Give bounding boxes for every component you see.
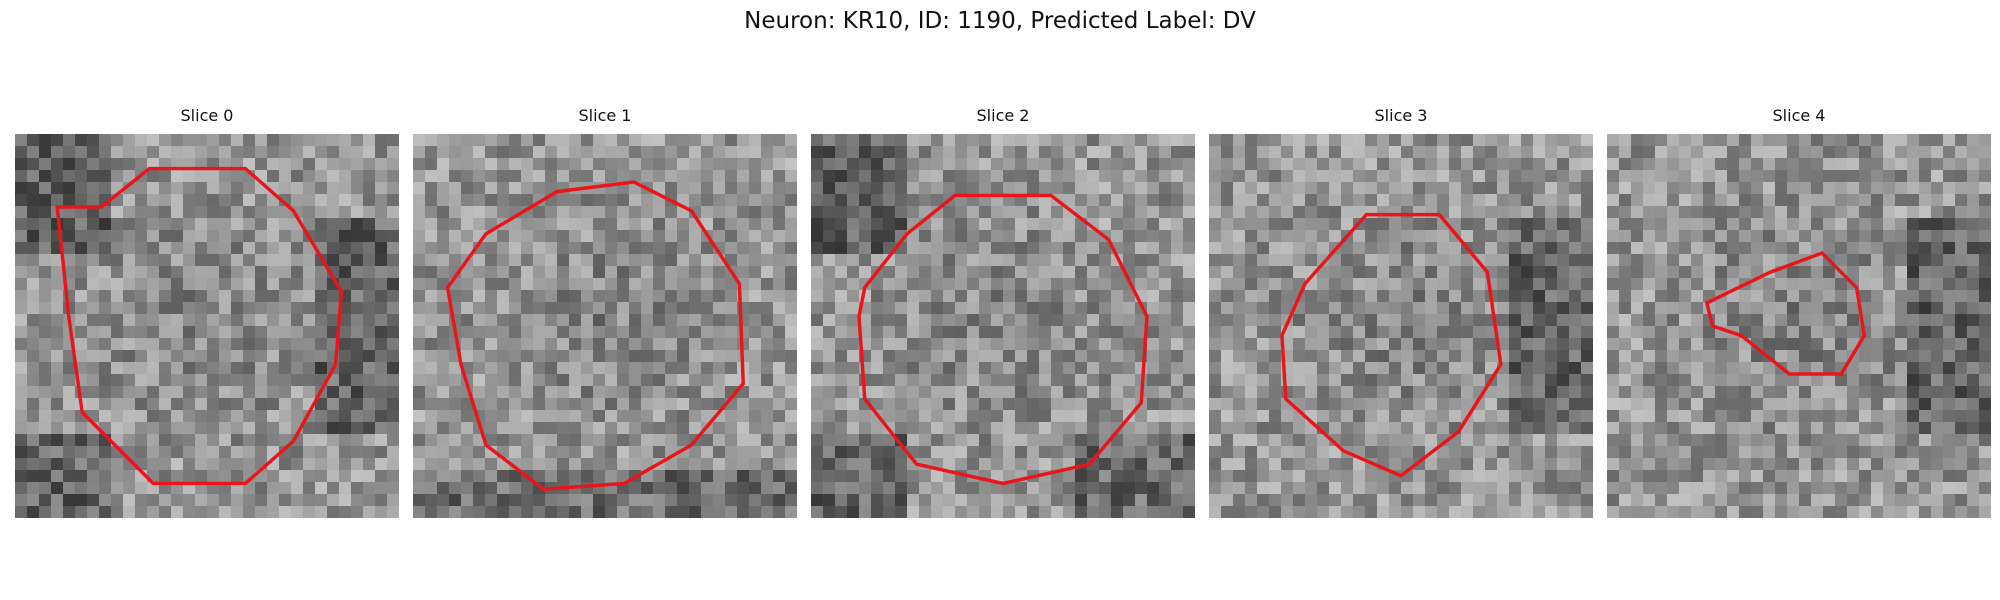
slice-2-title: Slice 2 xyxy=(976,106,1030,125)
slice-panel-0: Slice 0 xyxy=(15,106,399,519)
slice-4-title: Slice 4 xyxy=(1772,106,1826,125)
slice-2-image xyxy=(811,134,1195,518)
slice-panel-3: Slice 3 xyxy=(1209,106,1593,519)
segmentation-contour xyxy=(55,166,344,486)
slice-4-image xyxy=(1607,134,1991,518)
figure-title: Neuron: KR10, ID: 1190, Predicted Label:… xyxy=(744,8,1256,34)
slice-3-title: Slice 3 xyxy=(1374,106,1428,125)
noise-texture xyxy=(15,134,399,518)
noise-texture xyxy=(811,134,1195,518)
noise-texture xyxy=(1209,134,1593,518)
segmentation-contour xyxy=(857,193,1149,486)
slice-1-title: Slice 1 xyxy=(578,106,632,125)
slice-0-title: Slice 0 xyxy=(180,106,234,125)
slice-panel-2: Slice 2 xyxy=(811,106,1195,519)
segmentation-contour xyxy=(445,180,745,491)
slice-1-image xyxy=(413,134,797,518)
slice-panel-1: Slice 1 xyxy=(413,106,797,519)
segmentation-contour xyxy=(1704,251,1867,376)
slice-panel-4: Slice 4 xyxy=(1607,106,1991,519)
slice-0-image xyxy=(15,134,399,518)
slice-3-image xyxy=(1209,134,1593,518)
noise-texture xyxy=(1607,134,1991,518)
segmentation-contour xyxy=(1280,212,1503,478)
